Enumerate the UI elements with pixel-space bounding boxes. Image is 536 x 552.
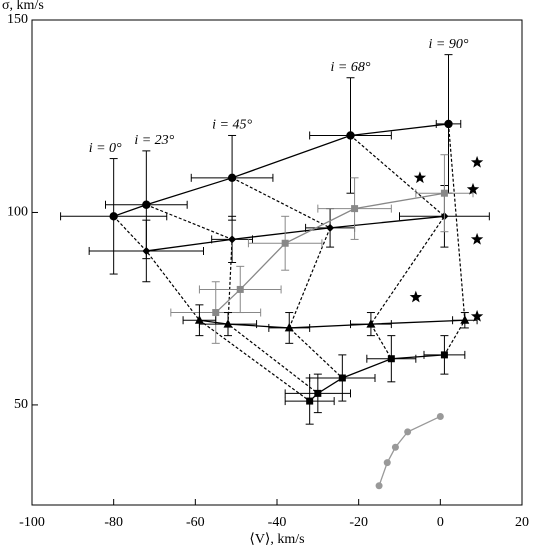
point: [284, 322, 294, 332]
point: [227, 173, 237, 183]
point: [444, 119, 453, 129]
x-tick-label: 0: [437, 515, 444, 530]
point: [470, 232, 484, 245]
point: [142, 200, 151, 209]
point: [223, 319, 233, 328]
point: [366, 319, 376, 328]
point: [375, 482, 383, 490]
point: [413, 171, 427, 184]
x-tick-label: -40: [268, 515, 287, 530]
point: [109, 212, 118, 221]
x-tick-label: -60: [186, 515, 205, 530]
annotation: i = 68°: [331, 60, 371, 75]
point: [346, 131, 355, 140]
point: [409, 290, 423, 303]
inclination-link: [113, 215, 311, 402]
annotation: i = 23°: [134, 133, 174, 148]
point: [440, 351, 448, 359]
x-tick-label: -80: [104, 515, 123, 530]
annotation: i = 0°: [89, 141, 122, 156]
point: [228, 235, 237, 244]
x-tick-label: -20: [349, 515, 368, 530]
point: [383, 459, 391, 467]
inclination-link: [146, 204, 319, 394]
point: [326, 223, 335, 232]
point: [338, 374, 346, 382]
y-tick-label: 50: [14, 397, 28, 412]
annotation: i = 45°: [212, 118, 252, 133]
x-tick-label: 20: [515, 515, 529, 530]
y-tick-label: 100: [7, 205, 28, 220]
point: [314, 389, 322, 397]
point: [436, 412, 444, 420]
point: [281, 239, 289, 247]
point: [142, 246, 151, 255]
series-line: [146, 215, 445, 252]
inclination-link: [231, 177, 343, 379]
point: [387, 355, 395, 363]
point: [212, 309, 220, 317]
point: [194, 315, 204, 324]
point: [470, 309, 484, 322]
y-axis-label: σ, km/s: [2, 0, 44, 13]
x-tick-label: -100: [19, 515, 45, 530]
point: [236, 285, 244, 293]
point: [460, 315, 470, 324]
point: [404, 428, 412, 436]
point: [470, 155, 484, 168]
y-tick-label: 150: [7, 12, 28, 27]
point: [466, 182, 480, 195]
point: [440, 189, 448, 197]
point: [351, 205, 359, 213]
inclination-link: [350, 135, 446, 360]
point: [306, 397, 314, 405]
x-axis-label: ⟨V⟩, km/s: [249, 532, 304, 547]
series-line: [378, 415, 441, 486]
point: [391, 443, 399, 451]
annotation: i = 90°: [429, 37, 469, 52]
